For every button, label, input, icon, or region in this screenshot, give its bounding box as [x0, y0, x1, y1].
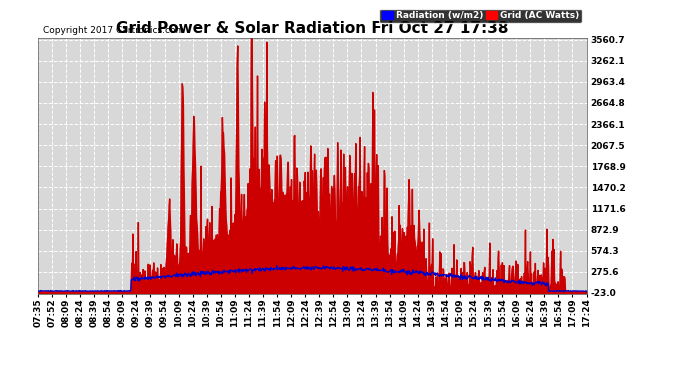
Text: Copyright 2017 Cartronics.com: Copyright 2017 Cartronics.com — [43, 26, 185, 35]
Title: Grid Power & Solar Radiation Fri Oct 27 17:38: Grid Power & Solar Radiation Fri Oct 27 … — [116, 21, 509, 36]
Legend: Radiation (w/m2), Grid (AC Watts): Radiation (w/m2), Grid (AC Watts) — [380, 9, 582, 23]
